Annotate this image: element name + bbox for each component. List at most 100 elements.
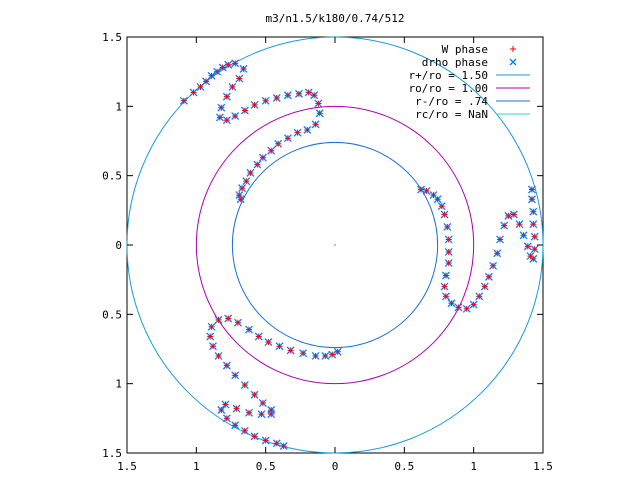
w-phase-point-2-30 <box>232 422 239 429</box>
w-phase-point-1-9 <box>445 260 452 267</box>
w-phase-point-0-4 <box>208 72 215 79</box>
w-phase-point-2-18 <box>232 372 239 379</box>
w-phase-point-1-16 <box>470 301 477 308</box>
w-phase-point-2-5 <box>287 347 294 354</box>
w-phase-point-2-3 <box>312 352 319 359</box>
w-phase-point-1-4 <box>438 203 445 210</box>
w-phase-point-1-26 <box>516 221 523 228</box>
w-phase-point-2-13 <box>208 323 215 330</box>
w-phase-point-1-7 <box>445 236 452 243</box>
w-phase-point-1-27 <box>520 232 527 239</box>
w-phase-point-1-34 <box>530 208 537 215</box>
w-phase-point-2-23 <box>268 411 275 418</box>
w-phase-point-1-6 <box>444 223 451 230</box>
w-phase-point-0-33 <box>259 154 266 161</box>
x-tick-label-0: 1.5 <box>117 460 137 473</box>
w-phase-point-1-24 <box>505 212 512 219</box>
w-phase-point-0-17 <box>241 107 248 114</box>
w-phase-point-0-7 <box>225 61 232 68</box>
w-phase-point-1-15 <box>463 305 470 312</box>
w-phase-point-0-12 <box>223 93 230 100</box>
axis-ticks: 1.5 1 0.5 0 0.5 1 1.51.510.500.511.5 <box>102 31 553 473</box>
origin-point <box>334 244 336 246</box>
w-phase-point-2-9 <box>246 326 253 333</box>
w-phase-point-1-35 <box>528 196 535 203</box>
w-phase-point-0-6 <box>219 64 226 71</box>
w-phase-point-2-16 <box>215 352 222 359</box>
w-phase-point-2-21 <box>259 400 266 407</box>
x-tick-label-3: 0 <box>332 460 339 473</box>
legend-label-0: W phase <box>442 43 488 56</box>
w-phase-point-2-14 <box>207 333 214 340</box>
w-phase-point-0-19 <box>262 97 269 104</box>
reference-circle-1 <box>195 105 475 385</box>
w-phase-point-0-9 <box>240 65 247 72</box>
w-phase-point-2-29 <box>223 415 230 422</box>
w-phase-point-0-21 <box>284 92 291 99</box>
x-tick-label-6: 1.5 <box>533 460 553 473</box>
w-phase-point-2-20 <box>251 391 258 398</box>
chart-title: m3/n1.5/k180/0.74/512 <box>265 12 404 25</box>
w-phase-point-2-10 <box>234 319 241 326</box>
w-phase-point-1-12 <box>442 293 449 300</box>
w-phase-point-0-13 <box>218 104 225 111</box>
w-phase-point-1-19 <box>485 273 492 280</box>
w-phase-point-0-36 <box>243 178 250 185</box>
w-phase-point-0-39 <box>237 196 244 203</box>
w-phase-point-0-10 <box>236 75 243 82</box>
w-phase-point-0-34 <box>254 161 261 168</box>
y-tick-label-5: 1 <box>115 378 122 391</box>
reference-circle-2 <box>231 141 439 349</box>
y-tick-label-4: 0.5 <box>102 308 122 321</box>
legend-label-2: r+/ro = 1.50 <box>409 69 488 82</box>
y-tick-label-1: 1 <box>115 100 122 113</box>
w-phase-point-1-5 <box>441 211 448 218</box>
w-phase-point-0-23 <box>305 89 312 96</box>
w-phase-point-2-27 <box>222 401 229 408</box>
w-phase-point-1-25 <box>510 211 517 218</box>
w-phase-point-0-35 <box>247 169 254 176</box>
w-phase-point-0-8 <box>232 60 239 67</box>
w-phase-point-1-1 <box>423 187 430 194</box>
w-phase-point-2-12 <box>215 316 222 323</box>
w-phase-point-0-2 <box>197 83 204 90</box>
w-phase-point-1-30 <box>530 255 537 262</box>
w-phase-point-2-28 <box>218 407 225 414</box>
w-phase-point-1-11 <box>441 283 448 290</box>
y-tick-label-0: 1.5 <box>102 31 122 44</box>
w-phase-point-2-2 <box>322 352 329 359</box>
w-phase-point-1-10 <box>442 272 449 279</box>
w-phase-point-2-24 <box>258 411 265 418</box>
w-phase-point-1-23 <box>501 222 508 229</box>
w-phase-point-2-35 <box>280 443 287 450</box>
w-phase-point-0-5 <box>214 68 221 75</box>
w-phase-point-0-18 <box>251 101 258 108</box>
w-phase-point-1-21 <box>494 250 501 257</box>
w-phase-point-1-22 <box>497 236 504 243</box>
w-phase-point-1-2 <box>430 192 437 199</box>
w-phase-point-2-15 <box>209 343 216 350</box>
w-phase-point-2-11 <box>225 315 232 322</box>
legend-marker-0 <box>510 46 516 52</box>
w-phase-point-2-33 <box>262 437 269 444</box>
w-phase-point-0-31 <box>275 140 282 147</box>
x-tick-label-1: 1 <box>193 460 200 473</box>
w-phase-point-0-32 <box>268 147 275 154</box>
w-phase-point-0-20 <box>273 95 280 102</box>
w-phase-point-2-8 <box>255 333 262 340</box>
x-tick-label-2: 0.5 <box>256 460 276 473</box>
w-phase-point-1-29 <box>527 253 534 260</box>
w-phase-point-0-14 <box>216 114 223 121</box>
w-phase-point-0-11 <box>229 83 236 90</box>
w-phase-point-0-27 <box>312 121 319 128</box>
legend-label-3: ro/ro = 1.00 <box>409 82 488 95</box>
x-tick-label-5: 1 <box>470 460 477 473</box>
legend-label-5: rc/ro = NaN <box>415 108 488 121</box>
w-phase-point-1-32 <box>531 233 538 240</box>
w-phase-point-1-36 <box>528 186 535 193</box>
w-phase-point-0-1 <box>190 89 197 96</box>
x-tick-label-4: 0.5 <box>394 460 414 473</box>
w-phase-point-2-6 <box>276 343 283 350</box>
w-phase-point-2-1 <box>329 351 336 358</box>
